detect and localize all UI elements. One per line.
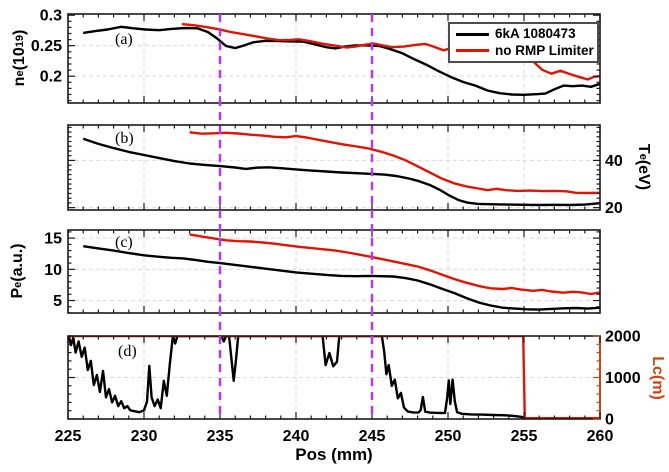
- ylabel-te-mid: (eV): [635, 159, 652, 191]
- ylabel-pe-pre: P: [9, 287, 26, 299]
- y-tick-label: 5: [53, 293, 62, 310]
- x-tick-label: 235: [207, 428, 234, 445]
- series-line-c-black: [83, 245, 600, 311]
- legend-entry: 6kA 1080473: [456, 27, 597, 41]
- x-axis-title: Pos (mm): [295, 445, 373, 464]
- y-tick-label: 0.25: [31, 38, 62, 55]
- x-tick-label: 260: [587, 428, 614, 445]
- series-line-d-black: [68, 336, 525, 419]
- black-line-swatch: [456, 32, 489, 36]
- legend: 6kA 1080473 no RMP Limiter: [448, 22, 599, 63]
- series-line-a-red: [181, 22, 600, 81]
- ylabel-pe-sub: e: [12, 281, 24, 288]
- y-tick-label: 15: [44, 231, 62, 248]
- legend-label: no RMP Limiter: [495, 43, 594, 59]
- y-tick-label: 0: [605, 412, 614, 429]
- y-tick-label: 2000: [605, 329, 641, 346]
- y-tick-label: 20: [605, 200, 623, 217]
- series-line-b-red: [189, 131, 600, 195]
- ylabel-ne-pre: n: [11, 76, 28, 87]
- panel-c: 5 10 15: [44, 229, 601, 314]
- ylabel-te-pre: T: [635, 143, 652, 154]
- x-tick-label: 255: [511, 428, 538, 445]
- panel-frame: [67, 124, 601, 211]
- x-tick-label: 245: [359, 428, 386, 445]
- x-tick-label: 250: [435, 428, 462, 445]
- x-tick-label: 225: [55, 428, 82, 445]
- x-tick-label: 240: [283, 428, 310, 445]
- ylabel-pe-mid: (a.u.): [9, 243, 26, 282]
- y-axis-label-lc: Lc(m): [646, 323, 668, 433]
- y-tick-label: 1000: [605, 370, 641, 387]
- legend-entry: no RMP Limiter: [456, 44, 597, 58]
- panel-d: 0 1000 2000: [67, 329, 641, 429]
- ylabel-ne-post: ): [11, 29, 28, 36]
- panel-tag-b: (b): [115, 130, 134, 147]
- ylabel-ne-sup: 19: [14, 35, 26, 48]
- y-tick-label: 0.2: [40, 69, 62, 86]
- panel-tag-c: (c): [115, 234, 133, 251]
- y-axis-label-ne: n e (10 19): [9, 3, 31, 113]
- ylabel-lc-text: Lc(m): [649, 356, 666, 400]
- y-tick-label: 40: [605, 153, 623, 170]
- ylabel-ne-mid: (10: [11, 47, 28, 71]
- panel-frame: [67, 229, 601, 314]
- panel-frame: [67, 13, 601, 104]
- series-line-b-black: [82, 137, 600, 207]
- y-tick-label: 0.3: [40, 8, 62, 25]
- series-line-c-red: [189, 233, 600, 296]
- panel-tag-d: (d): [118, 343, 137, 360]
- ylabel-ne-sub: e: [14, 70, 26, 77]
- panel-tag-a: (a): [115, 31, 133, 48]
- y-tick-label: 10: [44, 262, 62, 279]
- red-line-swatch: [456, 49, 489, 53]
- x-tick-label: 230: [131, 428, 158, 445]
- legend-label: 6kA 1080473: [495, 26, 576, 42]
